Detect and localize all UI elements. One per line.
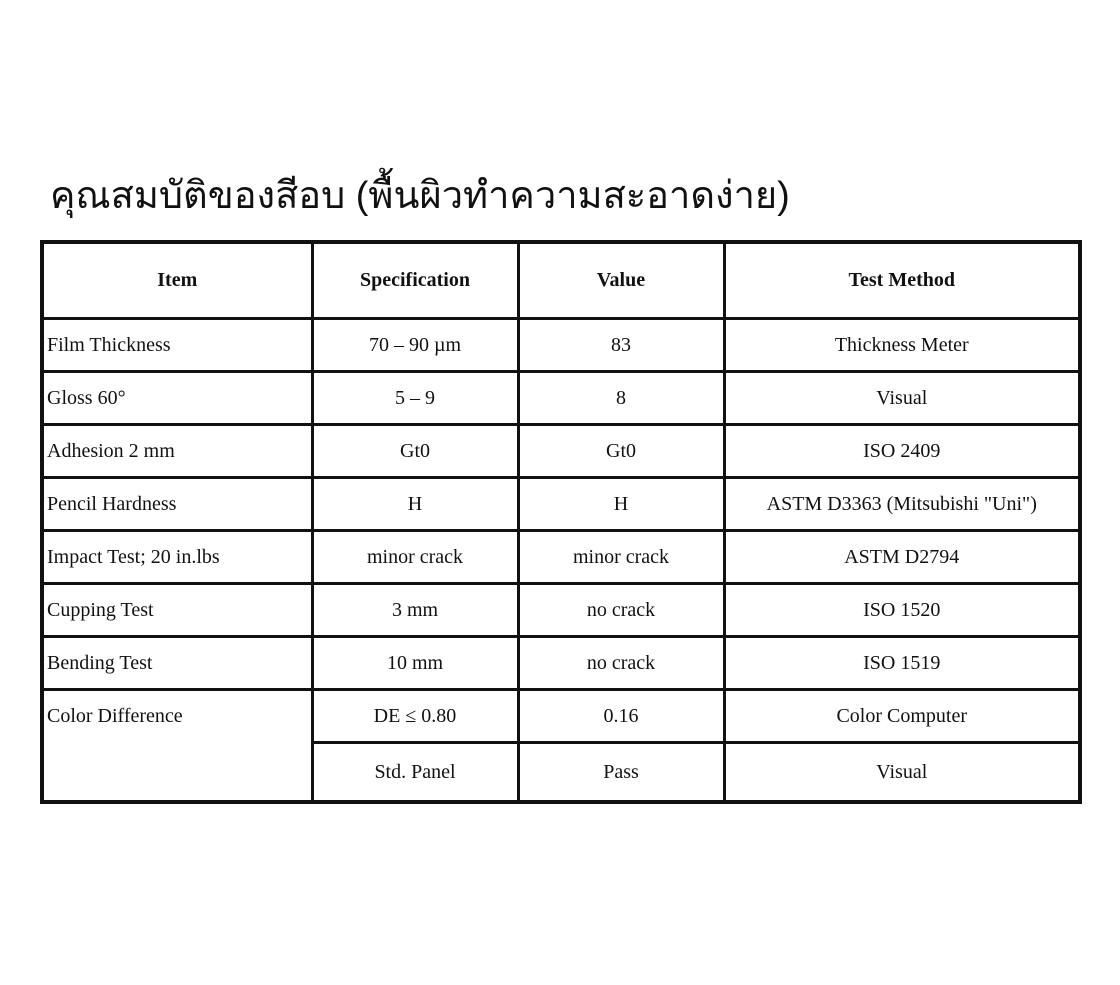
table-row: Gloss 60° 5 – 9 8 Visual (40, 370, 1082, 426)
cell-item: Pencil Hardness (40, 476, 314, 532)
cell-specification: minor crack (310, 529, 520, 585)
table-row: Color Difference DE ≤ 0.80 0.16 Color Compu… (40, 688, 1082, 804)
cell-specification: Std. Panel (310, 741, 520, 804)
header-item: Item (40, 240, 314, 320)
page-title: คุณสมบัติของสีอบ (พื้นผิวทำความสะอาดง่าย… (50, 175, 790, 217)
cell-item: Cupping Test (40, 582, 314, 638)
table-header-row: Item Specification Value Test Method (40, 240, 1082, 320)
header-specification: Specification (310, 240, 520, 320)
cell-value: Gt0 (516, 423, 726, 479)
cell-item: Gloss 60° (40, 370, 314, 426)
cell-value: 83 (516, 317, 726, 373)
cell-test-method: ISO 2409 (722, 423, 1082, 479)
cell-value: H (516, 476, 726, 532)
properties-table: Item Specification Value Test Method Fil… (40, 240, 1082, 804)
cell-value: minor crack (516, 529, 726, 585)
cell-item: Film Thickness (40, 317, 314, 373)
cell-test-method: Visual (722, 370, 1082, 426)
table-row: Impact Test; 20 in.lbs minor crack minor c… (40, 529, 1082, 585)
table-row: Cupping Test 3 mm no crack ISO 1520 (40, 582, 1082, 638)
header-test-method: Test Method (722, 240, 1082, 320)
cell-value: 8 (516, 370, 726, 426)
header-value: Value (516, 240, 726, 320)
cell-test-method: ISO 1519 (722, 635, 1082, 691)
cell-item: Color Difference (40, 688, 314, 804)
cell-test-method: Thickness Meter (722, 317, 1082, 373)
cell-specification: H (310, 476, 520, 532)
table-row: Pencil Hardness H H ASTM D3363 (Mitsubishi … (40, 476, 1082, 532)
cell-value: no crack (516, 635, 726, 691)
cell-test-method: ASTM D3363 (Mitsubishi "Uni") (722, 476, 1082, 532)
cell-item: Bending Test (40, 635, 314, 691)
cell-value: Pass (516, 741, 726, 804)
cell-specification: 3 mm (310, 582, 520, 638)
cell-test-method: Color Computer (722, 688, 1082, 744)
cell-value: no crack (516, 582, 726, 638)
cell-specification: 70 – 90 µm (310, 317, 520, 373)
cell-test-method: ASTM D2794 (722, 529, 1082, 585)
cell-specification: Gt0 (310, 423, 520, 479)
cell-item: Adhesion 2 mm (40, 423, 314, 479)
table-row: Film Thickness 70 – 90 µm 83 Thickness Mete… (40, 317, 1082, 373)
cell-item: Impact Test; 20 in.lbs (40, 529, 314, 585)
cell-specification: 5 – 9 (310, 370, 520, 426)
table-row: Std. Panel Pass Visual (42, 741, 1082, 804)
cell-specification: DE ≤ 0.80 (310, 688, 520, 744)
cell-value: 0.16 (516, 688, 726, 744)
cell-test-method: ISO 1520 (722, 582, 1082, 638)
table-row: Bending Test 10 mm no crack ISO 1519 (40, 635, 1082, 691)
cell-test-method: Visual (722, 741, 1082, 804)
cell-specification: 10 mm (310, 635, 520, 691)
table-row: Adhesion 2 mm Gt0 Gt0 ISO 2409 (40, 423, 1082, 479)
